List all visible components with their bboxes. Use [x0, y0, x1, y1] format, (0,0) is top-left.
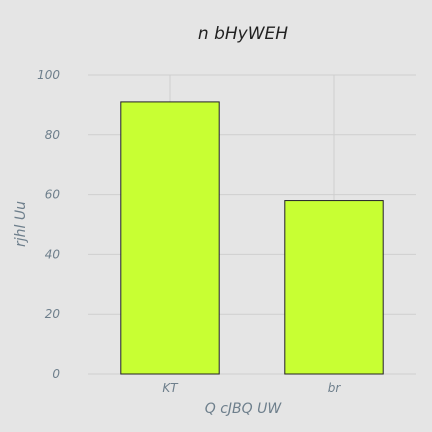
y-tick-label: 60: [45, 188, 61, 202]
x-tick-label: br: [328, 381, 342, 395]
y-axis-label: rjhl Uu: [13, 201, 29, 247]
bars-layer: [120, 101, 384, 375]
y-tick-label: 100: [37, 68, 60, 82]
x-axis-label: Q cJBQ UW: [205, 401, 283, 417]
y-tick-label: 20: [45, 307, 61, 321]
chart-title: n bHyWEH: [198, 24, 288, 44]
y-tick-label: 0: [52, 367, 60, 381]
x-tick-label: KT: [162, 381, 179, 395]
bar-KT: [120, 101, 220, 375]
y-tick-label: 80: [45, 128, 61, 142]
y-tick-label: 40: [45, 247, 61, 261]
bar-br: [284, 200, 384, 375]
ticks-layer: 0 20 40 60 80 100 KT br: [37, 68, 341, 395]
